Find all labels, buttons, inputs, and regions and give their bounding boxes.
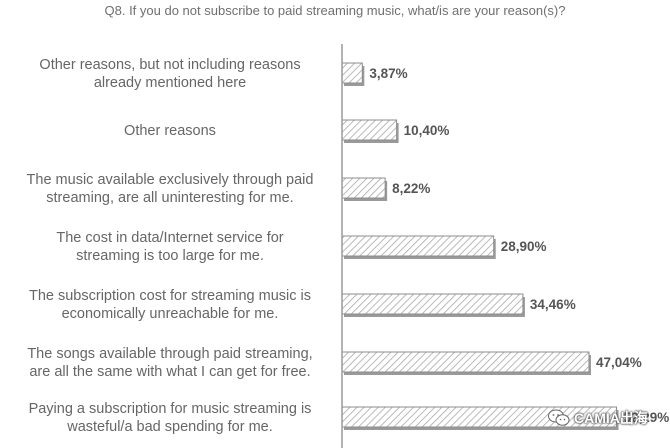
category-label: Paying a subscription for music streamin… [29, 401, 312, 417]
category-label: are all the same with what I can get for… [29, 364, 310, 380]
category-label: The subscription cost for streaming musi… [29, 288, 311, 304]
category-label: Other reasons [124, 123, 216, 139]
labels-layer: 3,87% Other reasons, but not including re… [27, 57, 670, 435]
wechat-icon [548, 409, 570, 426]
bar [341, 235, 495, 257]
category-label: wasteful/a bad spending for me. [66, 419, 273, 435]
category-label: streaming, are all uninteresting for me. [46, 190, 293, 206]
bar [341, 351, 590, 373]
watermark-text: CAMIA出海 [574, 410, 648, 426]
data-label: 34,46% [530, 297, 576, 312]
bar [341, 119, 398, 141]
data-label: 47,04% [596, 355, 642, 370]
category-label: streaming is too large for me. [76, 248, 264, 264]
category-label: The songs available through paid streami… [27, 346, 312, 362]
data-label: 3,87% [369, 66, 407, 81]
category-label: already mentioned here [94, 75, 246, 91]
category-label: The cost in data/Internet service for [56, 230, 283, 246]
bars-layer [341, 62, 619, 430]
data-label: 10,40% [404, 123, 450, 138]
category-label: The music available exclusively through … [27, 172, 314, 188]
data-label: 28,90% [501, 239, 547, 254]
category-label: Other reasons, but not including reasons [39, 57, 300, 73]
bar [341, 62, 363, 84]
data-label: 8,22% [392, 181, 430, 196]
watermark: CAMIA出海 [548, 406, 666, 430]
bar [341, 177, 386, 199]
data-label: 52,29% [624, 410, 670, 425]
bar [341, 293, 524, 315]
category-label: economically unreachable for me. [62, 306, 279, 322]
chart-title: Q8. If you do not subscribe to paid stre… [104, 3, 566, 18]
